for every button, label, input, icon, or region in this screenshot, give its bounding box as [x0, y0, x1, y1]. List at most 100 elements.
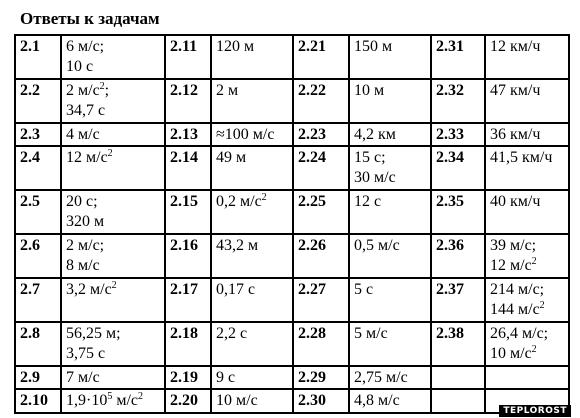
problem-number: 2.25: [292, 189, 350, 235]
problem-number: 2.3: [14, 122, 62, 147]
answer-value: 9 с: [210, 365, 294, 390]
answer-line: 3,75 с: [66, 345, 106, 362]
table-row: 2.4 12 м/с2 2.14 49 м 2.24 15 с; 30 м/с 2.34 41,…: [14, 145, 570, 191]
answer-line: 8 м/с: [66, 257, 100, 274]
answer-line: 5 с: [354, 281, 374, 298]
answer-line: 4,8 м/с: [354, 392, 400, 409]
answer-value: 2,2 с: [210, 321, 294, 367]
problem-number: 2.5: [14, 189, 62, 235]
watermark: TEPLOROST: [499, 405, 571, 417]
table-row: 2.10 1,9·105 м/с2 2.20 10 м/с 2.30 4,8 м/с: [14, 388, 570, 414]
answer-line: 39 м/с;: [490, 237, 537, 254]
table-row: 2.9 7 м/с 2.19 9 с 2.29 2,75 м/с: [14, 365, 570, 390]
answer-line: 144 м/с2: [490, 300, 545, 319]
problem-number: 2.22: [292, 78, 350, 124]
answer-value: 47 км/ч: [484, 78, 570, 124]
answer-value: 26,4 м/с; 10 м/с2: [484, 321, 570, 367]
answer-line: 2 м: [216, 82, 239, 99]
answer-value: 12 м/с2: [60, 145, 166, 191]
answer-value: [484, 365, 570, 390]
answer-value: 5 м/с: [348, 321, 432, 367]
problem-number: 2.34: [430, 145, 486, 191]
answer-line: 2 м/с;: [66, 237, 105, 254]
answer-line: 41,5 км/ч: [490, 149, 553, 166]
answer-line: 320 м: [66, 213, 105, 230]
answer-line: 36 км/ч: [490, 126, 541, 143]
answer-line: 10 м/с2: [490, 344, 537, 363]
answer-value: 0,2 м/с2: [210, 189, 294, 235]
answer-line: 10 м: [354, 82, 385, 99]
problem-number: 2.20: [164, 388, 212, 414]
answer-line: 2,75 м/с: [354, 369, 408, 386]
answer-line: 56,25 м;: [66, 325, 121, 342]
answer-line: 40 км/ч: [490, 193, 541, 210]
table-row: 2.8 56,25 м; 3,75 с 2.18 2,2 с 2.28 5 м/с 2.38 2…: [14, 321, 570, 367]
problem-number: 2.32: [430, 78, 486, 124]
problem-number: 2.23: [292, 122, 350, 147]
answer-line: 7 м/с: [66, 369, 100, 386]
answer-value: 4 м/с: [60, 122, 166, 147]
answer-value: 20 с; 320 м: [60, 189, 166, 235]
answer-line: 0,2 м/с2: [216, 192, 267, 211]
answer-line: 2,2 с: [216, 325, 248, 342]
problem-number: 2.10: [14, 388, 62, 414]
answer-line: 0,5 м/с: [354, 237, 400, 254]
problem-number: 2.9: [14, 365, 62, 390]
answer-value: 120 м: [210, 34, 294, 80]
answer-value: 4,2 км: [348, 122, 432, 147]
answer-line: 26,4 м/с;: [490, 325, 549, 342]
problem-number: 2.24: [292, 145, 350, 191]
answer-line: 34,7 с: [66, 102, 106, 119]
answer-value: 56,25 м; 3,75 с: [60, 321, 166, 367]
problem-number: 2.6: [14, 233, 62, 279]
answer-line: 3,2 м/с2: [66, 280, 117, 299]
answer-line: 15 с;: [354, 149, 386, 166]
problem-number: 2.21: [292, 34, 350, 80]
problem-number: 2.4: [14, 145, 62, 191]
answer-value: 49 м: [210, 145, 294, 191]
problem-number: 2.29: [292, 365, 350, 390]
answer-value: 10 м/с: [210, 388, 294, 414]
answer-value: 2 м/с2; 34,7 с: [60, 78, 166, 124]
problem-number: 2.19: [164, 365, 212, 390]
answer-value: 12 км/ч: [484, 34, 570, 80]
answer-value: 6 м/с; 10 с: [60, 34, 166, 80]
answer-line: 4,2 км: [354, 126, 396, 143]
answer-line: 150 м: [354, 38, 393, 55]
problem-number: 2.33: [430, 122, 486, 147]
answer-line: 5 м/с: [354, 325, 388, 342]
answer-line: 49 м: [216, 149, 247, 166]
answer-value: 2 м: [210, 78, 294, 124]
page-title: Ответы к задачам: [20, 9, 160, 28]
problem-number: 2.1: [14, 34, 62, 80]
table-row: 2.6 2 м/с; 8 м/с 2.16 43,2 м 2.26 0,5 м/с 2.36 3…: [14, 233, 570, 279]
answer-line: 12 км/ч: [490, 38, 541, 55]
answer-line: 214 м/с;: [490, 281, 545, 298]
problem-number: 2.38: [430, 321, 486, 367]
answer-value: 40 км/ч: [484, 189, 570, 235]
answer-line: 9 с: [216, 369, 236, 386]
problem-number: 2.11: [164, 34, 212, 80]
problem-number: 2.13: [164, 122, 212, 147]
table-row: 2.5 20 с; 320 м 2.15 0,2 м/с2 2.25 12 с 2.35 40 …: [14, 189, 570, 235]
answer-line: 12 м/с2: [66, 148, 113, 167]
answer-value: 2 м/с; 8 м/с: [60, 233, 166, 279]
answer-line: 120 м: [216, 38, 255, 55]
answer-value: 41,5 км/ч: [484, 145, 570, 191]
answer-value: ≈100 м/с: [210, 122, 294, 147]
answer-value: 1,9·105 м/с2: [60, 388, 166, 414]
answer-value: 43,2 м: [210, 233, 294, 279]
answer-value: 3,2 м/с2: [60, 277, 166, 323]
answer-value: 15 с; 30 м/с: [348, 145, 432, 191]
answer-line: ≈100 м/с: [216, 126, 275, 143]
problem-number: 2.35: [430, 189, 486, 235]
table-row: 2.1 6 м/с; 10 с 2.11 120 м 2.21 150 м 2.31 12 км…: [14, 34, 570, 80]
answer-line: 2 м/с2;: [66, 81, 110, 100]
answer-value: 7 м/с: [60, 365, 166, 390]
problem-number: 2.17: [164, 277, 212, 323]
problem-number: 2.12: [164, 78, 212, 124]
answer-value: 10 м: [348, 78, 432, 124]
answer-line: 4 м/с: [66, 126, 100, 143]
answers-table: 2.1 6 м/с; 10 с 2.11 120 м 2.21 150 м 2.31 12 км…: [14, 34, 570, 414]
problem-number: 2.26: [292, 233, 350, 279]
